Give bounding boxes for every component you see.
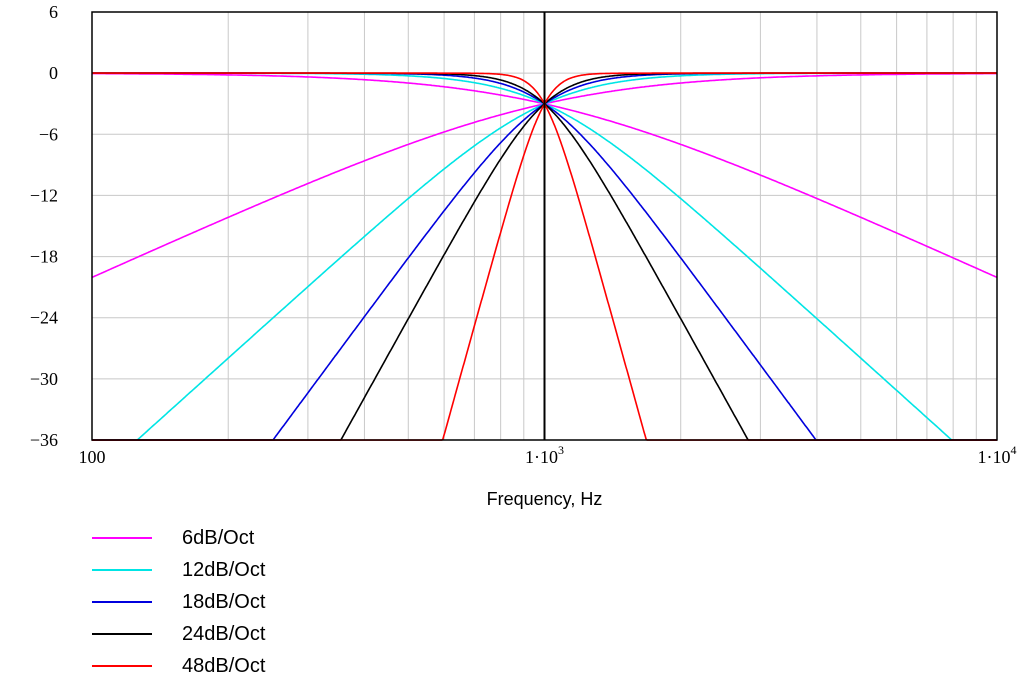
legend-label: 6dB/Oct [182,526,255,549]
legend-swatch [92,665,152,667]
legend-swatch [92,633,152,635]
legend-item: 12dB/Oct [92,558,266,581]
y-tick-label: −6 [39,124,58,144]
legend-label: 18dB/Oct [182,590,266,613]
legend-item: 48dB/Oct [92,654,266,677]
y-tick-label: −36 [30,430,58,450]
legend-swatch [92,601,152,603]
legend-swatch [92,569,152,571]
x-tick-labels: 100 1·103 1·104 [79,443,1017,467]
y-tick-label: 0 [49,63,58,83]
x-tick-label: 1·103 [525,443,564,467]
legend-item: 18dB/Oct [92,590,266,613]
legend-label: 48dB/Oct [182,654,266,677]
plot-frame [91,11,998,441]
legend-label: 12dB/Oct [182,558,266,581]
legend-item: 24dB/Oct [92,622,266,645]
legend-swatch [92,537,152,539]
x-tick-label: 100 [79,447,106,467]
y-tick-labels: 6 0 −6 −12 −18 −24 −30 −36 [30,2,58,450]
y-tick-label: −24 [30,308,58,328]
y-tick-label: 6 [49,2,58,22]
x-tick-label: 1·104 [978,443,1017,467]
y-tick-label: −30 [30,369,58,389]
y-tick-label: −12 [30,185,58,205]
legend-item: 6dB/Oct [92,526,255,549]
y-tick-label: −18 [30,247,58,267]
legend-label: 24dB/Oct [182,622,266,645]
x-axis-label: Frequency, Hz [487,489,603,509]
